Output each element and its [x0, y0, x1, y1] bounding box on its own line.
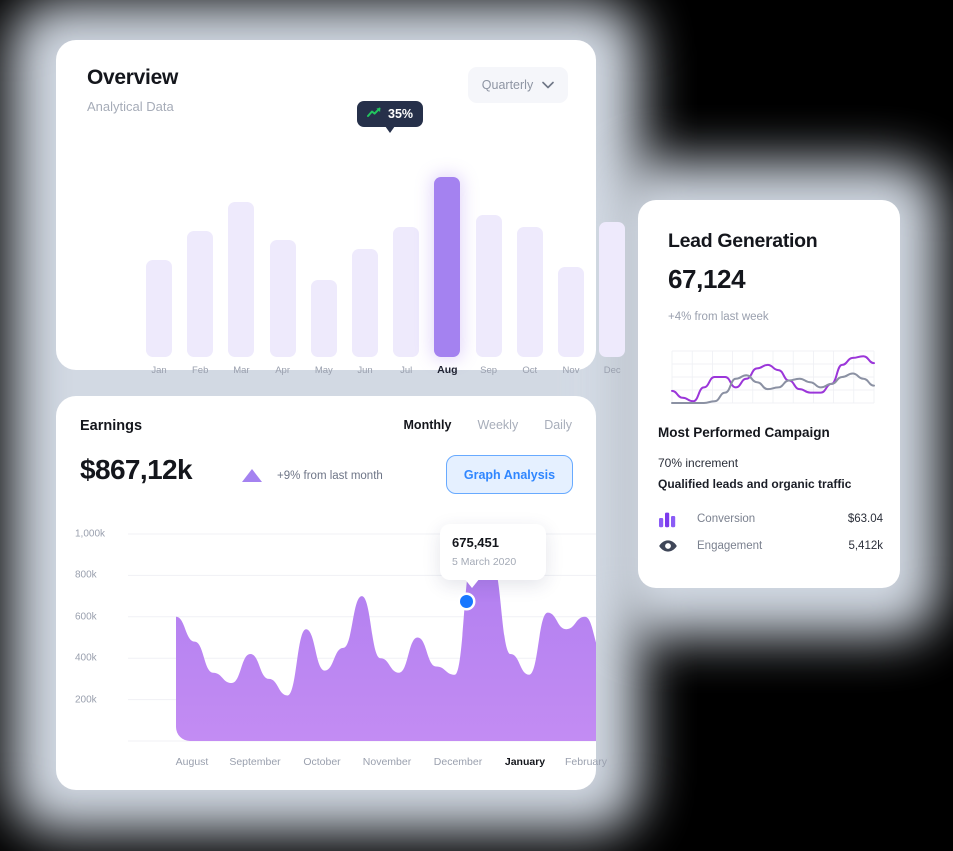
- trend-up-icon: [367, 105, 382, 123]
- bar-label: Apr: [275, 365, 290, 376]
- overview-card: Overview Analytical Data Quarterly Jan Fe…: [56, 40, 626, 376]
- y-axis-tick: 200k: [75, 694, 97, 706]
- tab-daily[interactable]: Daily: [544, 418, 572, 432]
- bar-column-aug[interactable]: Aug: [434, 40, 461, 376]
- bar-value-tooltip: 35%: [357, 101, 424, 133]
- bar-column-jul[interactable]: Jul: [393, 40, 420, 376]
- earnings-amount: $867,12k: [80, 454, 193, 485]
- point-value-tooltip: 675,451 5 March 2020: [440, 524, 546, 588]
- y-axis-tick: 400k: [75, 652, 97, 664]
- bar: [393, 227, 420, 357]
- metric-row-engagement: Engagement 5,412k: [658, 537, 883, 559]
- bar: [516, 227, 543, 357]
- overview-bar-chart: Jan Feb Mar Apr May Jun Jul Aug Sep Oct Nov Dec: [56, 40, 626, 376]
- bar-column-nov[interactable]: Nov: [558, 40, 584, 376]
- bar-column-apr[interactable]: Apr: [269, 40, 296, 376]
- bar-column-feb[interactable]: Feb: [187, 40, 214, 376]
- tab-weekly[interactable]: Weekly: [477, 418, 519, 432]
- bar-label: Jan: [151, 365, 167, 376]
- page-subtitle: Analytical Data: [87, 99, 174, 114]
- metric-row-conversion: Conversion $63.04: [658, 510, 883, 532]
- graph-analysis-button[interactable]: Graph Analysis: [446, 455, 573, 494]
- lead-title: Lead Generation: [668, 230, 818, 252]
- area-chart-svg: [128, 533, 596, 790]
- y-axis-tick: 1,000k: [75, 528, 106, 540]
- bar-label: Sep: [480, 365, 498, 376]
- y-axis-tick: 800k: [75, 569, 97, 581]
- bar-label: Feb: [192, 365, 209, 376]
- bar: [146, 259, 172, 357]
- bar: [310, 279, 337, 357]
- bar-column-may[interactable]: May: [310, 40, 337, 376]
- bar-label: Aug: [437, 364, 458, 376]
- chevron-down-icon: [542, 76, 555, 94]
- bar-chart-icon: [658, 510, 678, 530]
- bar: [475, 214, 502, 357]
- x-axis-tick-october[interactable]: October: [303, 756, 341, 768]
- metric-name: Conversion: [697, 513, 756, 525]
- bar: [269, 240, 296, 357]
- bar: [352, 249, 378, 357]
- tab-monthly[interactable]: Monthly: [403, 418, 452, 432]
- triangle-up-icon: [242, 469, 262, 482]
- period-select[interactable]: Quarterly: [468, 67, 568, 103]
- bar: [187, 231, 214, 357]
- sparkline-series-purple: [671, 355, 875, 403]
- lead-sparkline-chart: [671, 350, 875, 404]
- campaign-increment: 70% increment: [658, 456, 739, 470]
- earnings-title: Earnings: [80, 418, 143, 434]
- bar-column-jun[interactable]: Jun: [352, 40, 378, 376]
- earnings-card: Earnings Monthly Weekly Daily $867,12k +9%…: [56, 396, 607, 790]
- bar-column-oct[interactable]: Oct: [516, 40, 543, 376]
- bar-label: Dec: [603, 365, 621, 376]
- metric-value: 5,412k: [848, 540, 883, 552]
- x-axis-tick-february[interactable]: February: [564, 756, 608, 768]
- sparkline-series-gray: [671, 372, 875, 404]
- bar-label: May: [314, 365, 333, 376]
- earnings-delta: +9% from last month: [277, 470, 383, 482]
- metric-name: Engagement: [697, 540, 763, 552]
- bar: [599, 222, 626, 357]
- metric-value: $63.04: [847, 513, 883, 525]
- point-tooltip-date: 5 March 2020: [452, 556, 517, 568]
- bar-label: Mar: [233, 365, 250, 376]
- bar-label: Jul: [400, 365, 413, 376]
- bar: [434, 177, 461, 357]
- x-axis-tick-january[interactable]: January: [504, 756, 546, 768]
- eye-icon: [658, 537, 678, 557]
- campaign-qualified: Qualified leads and organic traffic: [658, 477, 852, 491]
- bar-label: Nov: [562, 365, 580, 376]
- bar-column-dec[interactable]: Dec: [599, 40, 626, 376]
- x-axis-tick-august[interactable]: August: [175, 756, 209, 768]
- period-select-label: Quarterly: [481, 78, 534, 92]
- point-tooltip-value: 675,451: [452, 535, 499, 550]
- lead-delta: +4% from last week: [668, 311, 769, 323]
- bar-column-mar[interactable]: Mar: [228, 40, 255, 376]
- lead-generation-card: Lead Generation 67,124 +4% from last wee…: [638, 200, 900, 588]
- bar: [228, 202, 255, 357]
- lead-value: 67,124: [668, 264, 746, 294]
- bar-column-jan[interactable]: Jan: [146, 40, 172, 376]
- bar-label: Oct: [522, 365, 538, 376]
- x-axis-tick-september[interactable]: September: [229, 756, 281, 768]
- area-point-marker[interactable]: [460, 595, 473, 608]
- range-tabs: Monthly Weekly Daily: [404, 418, 572, 432]
- bar-label: Jun: [357, 365, 373, 376]
- x-axis-tick-november[interactable]: November: [362, 756, 412, 768]
- page-title: Overview: [87, 66, 178, 89]
- area-series: [176, 554, 596, 741]
- bar: [558, 267, 584, 357]
- bar-column-sep[interactable]: Sep: [475, 40, 502, 376]
- y-axis-tick: 600k: [75, 611, 97, 623]
- bar-tooltip-value: 35%: [388, 107, 414, 121]
- x-axis-tick-december[interactable]: December: [433, 756, 483, 768]
- earnings-area-chart: 1,000k 800k 600k 400k 200k August September Oct…: [56, 516, 607, 790]
- campaign-heading: Most Performed Campaign: [658, 425, 830, 440]
